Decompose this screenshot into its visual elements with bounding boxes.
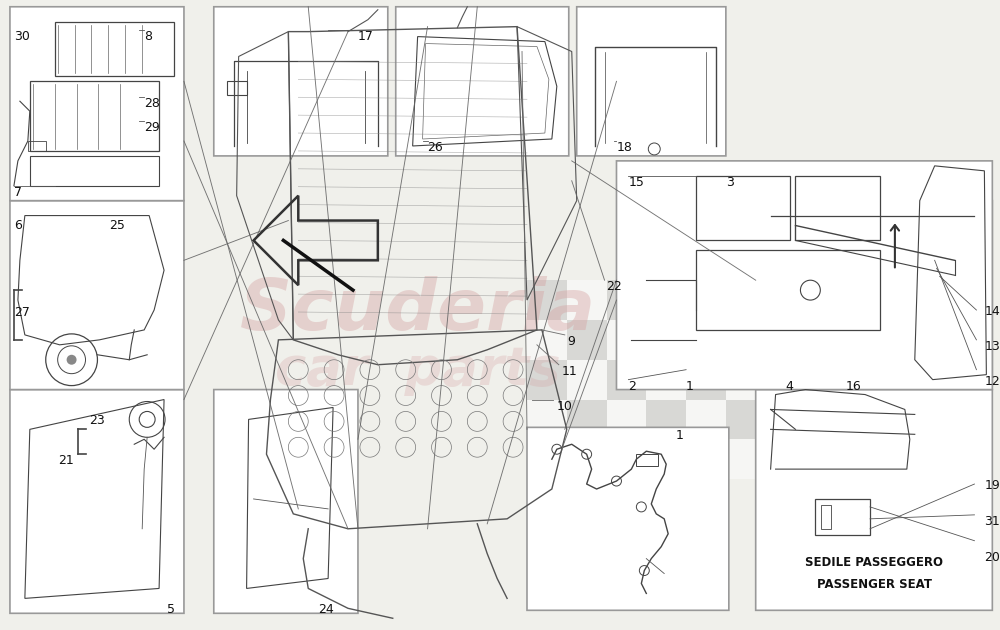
Text: 22: 22 (607, 280, 622, 293)
Bar (636, 454, 658, 466)
Text: 2: 2 (628, 380, 636, 392)
Bar (805, 280, 845, 320)
Bar (805, 399, 845, 439)
Bar (646, 360, 686, 399)
Bar (607, 320, 646, 360)
Bar (795, 176, 880, 241)
FancyBboxPatch shape (527, 427, 729, 610)
Bar (55, 21, 174, 76)
Bar (766, 399, 805, 439)
Bar (30, 156, 159, 186)
Bar (686, 360, 726, 399)
Text: 17: 17 (358, 30, 374, 43)
Text: 20: 20 (984, 551, 1000, 564)
Bar (567, 280, 607, 320)
Text: 13: 13 (984, 340, 1000, 353)
Bar (686, 439, 726, 479)
Text: 26: 26 (428, 141, 443, 154)
Bar (815, 499, 870, 535)
Text: 6: 6 (14, 219, 22, 232)
Bar (567, 320, 607, 360)
Text: 9: 9 (567, 335, 575, 348)
FancyBboxPatch shape (214, 7, 388, 156)
Bar (805, 439, 845, 479)
Bar (821, 505, 831, 529)
Text: 10: 10 (557, 399, 573, 413)
FancyBboxPatch shape (10, 7, 184, 200)
Text: 7: 7 (14, 186, 22, 198)
Text: PASSENGER SEAT: PASSENGER SEAT (817, 578, 932, 591)
Bar (30, 81, 159, 151)
Text: 28: 28 (144, 97, 160, 110)
Bar (766, 360, 805, 399)
Bar (527, 439, 567, 479)
Bar (227, 81, 247, 95)
Text: 29: 29 (144, 121, 160, 134)
Bar (646, 280, 686, 320)
Text: 4: 4 (786, 380, 793, 392)
FancyBboxPatch shape (616, 161, 992, 389)
Bar (726, 399, 766, 439)
FancyBboxPatch shape (214, 389, 358, 613)
Circle shape (67, 355, 77, 365)
Bar (567, 399, 607, 439)
FancyBboxPatch shape (10, 200, 184, 389)
Bar (696, 250, 880, 330)
Bar (726, 320, 766, 360)
Text: 8: 8 (144, 30, 152, 43)
Bar (646, 399, 686, 439)
Text: car  parts: car parts (275, 344, 560, 396)
Text: 1: 1 (686, 380, 694, 392)
Text: 27: 27 (14, 306, 30, 319)
Bar (726, 280, 766, 320)
Bar (567, 439, 607, 479)
Bar (607, 399, 646, 439)
Bar (607, 360, 646, 399)
Bar (805, 320, 845, 360)
Text: 21: 21 (58, 454, 73, 467)
Bar (646, 320, 686, 360)
Bar (527, 320, 567, 360)
Bar (696, 176, 790, 241)
Bar (766, 439, 805, 479)
Text: 1: 1 (676, 430, 684, 442)
Bar (726, 360, 766, 399)
Bar (686, 399, 726, 439)
FancyBboxPatch shape (756, 389, 992, 610)
Bar (686, 280, 726, 320)
FancyBboxPatch shape (10, 389, 184, 613)
Bar (527, 399, 567, 439)
Bar (766, 320, 805, 360)
Bar (805, 360, 845, 399)
Text: 14: 14 (984, 305, 1000, 318)
FancyBboxPatch shape (577, 7, 726, 156)
Bar (766, 280, 805, 320)
Text: 30: 30 (14, 30, 30, 43)
Bar (686, 320, 726, 360)
Bar (646, 439, 686, 479)
Text: Scuderia: Scuderia (240, 275, 596, 345)
Text: SEDILE PASSEGGERO: SEDILE PASSEGGERO (805, 556, 943, 569)
Text: 23: 23 (89, 415, 105, 427)
Text: 3: 3 (726, 176, 734, 189)
Text: 24: 24 (318, 604, 334, 616)
Bar (527, 360, 567, 399)
Bar (567, 360, 607, 399)
FancyBboxPatch shape (396, 7, 569, 156)
Text: 5: 5 (167, 604, 175, 616)
Bar (726, 439, 766, 479)
Bar (527, 280, 567, 320)
Text: 18: 18 (616, 141, 632, 154)
Bar (607, 280, 646, 320)
Bar (607, 439, 646, 479)
Text: 15: 15 (628, 176, 644, 189)
Text: 25: 25 (109, 219, 125, 232)
Text: 12: 12 (984, 375, 1000, 387)
FancyBboxPatch shape (756, 200, 992, 386)
Text: 16: 16 (845, 380, 861, 392)
Text: 19: 19 (984, 479, 1000, 492)
Text: 11: 11 (562, 365, 578, 378)
Bar (28, 141, 46, 151)
Text: 31: 31 (984, 515, 1000, 528)
